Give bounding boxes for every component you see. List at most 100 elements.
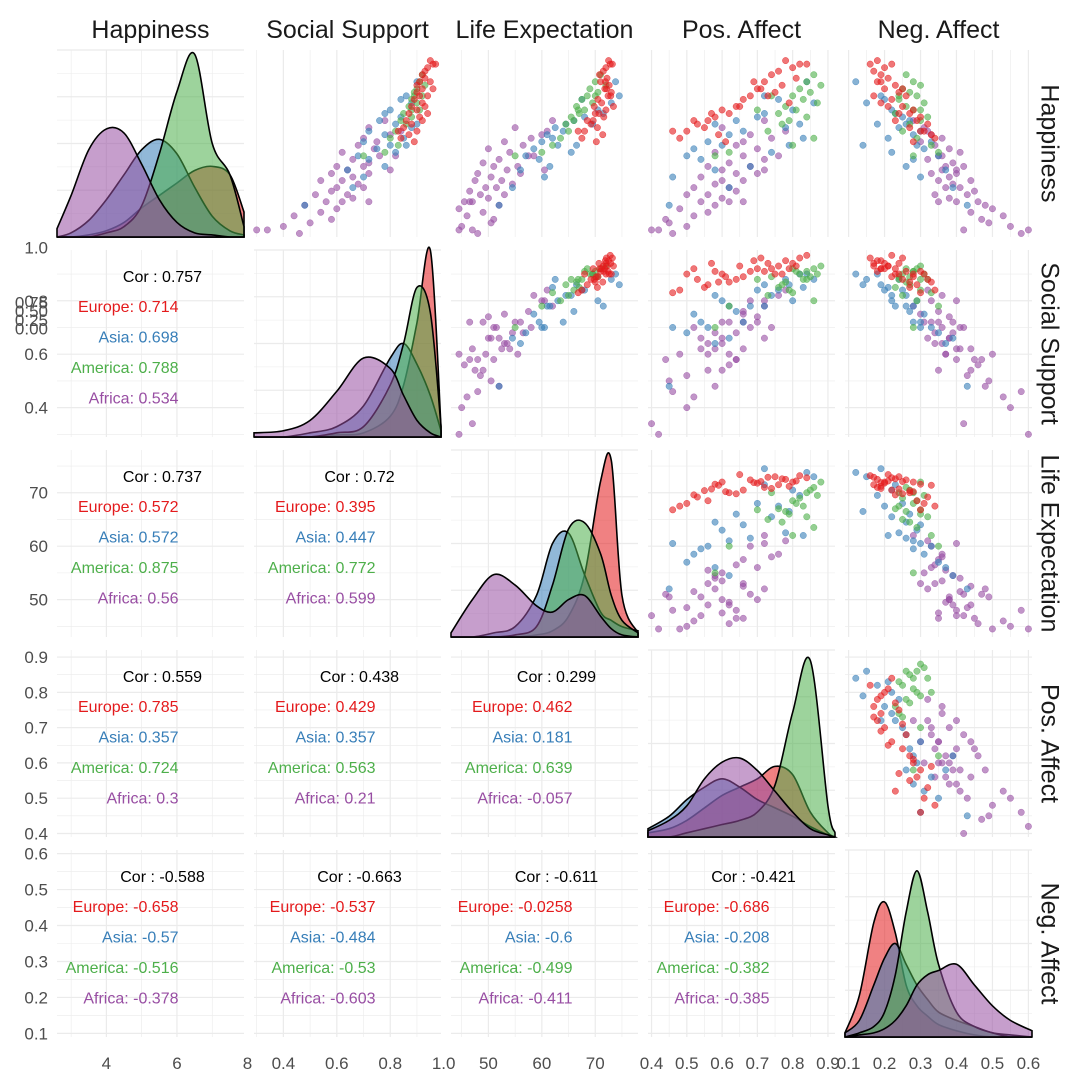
y-tick-label-pos-affect: 0.4 (24, 824, 48, 843)
scatter-point-america (778, 120, 786, 128)
scatter-point-africa (711, 382, 719, 390)
scatter-point-asia (508, 334, 516, 342)
scatter-point-america (810, 297, 818, 305)
scatter-point-europe (917, 766, 924, 774)
scatter-point-europe (891, 491, 899, 499)
scatter-point-asia (535, 155, 543, 163)
scatter-point-europe (609, 103, 617, 110)
scatter-point-africa (725, 159, 733, 167)
scatter-point-africa (938, 324, 946, 331)
scatter-point-europe (927, 762, 935, 770)
scatter-point-africa (927, 297, 935, 305)
y-tick-label-happiness: 0.00 (15, 320, 48, 339)
scatter-point-africa (956, 588, 964, 596)
scatter-point-asia (888, 291, 896, 299)
correlation-group-label-america: America: -0.499 (460, 960, 573, 977)
scatter-point-europe (607, 92, 615, 100)
scatter-point-asia (725, 131, 733, 139)
scatter-point-africa (718, 569, 726, 577)
scatter-point-europe (600, 113, 608, 121)
scatter-point-africa (498, 177, 506, 184)
grid-layer (57, 49, 1032, 1038)
scatter-point-america (902, 71, 910, 79)
scatter-point-africa (739, 307, 747, 315)
scatter-point-africa (487, 219, 495, 227)
correlation-group-label-asia: Asia: 0.572 (98, 530, 178, 547)
scatter-point-europe (408, 120, 416, 128)
scatter-point-europe (424, 92, 432, 100)
scatter-point-europe (870, 259, 878, 267)
scatter-point-america (909, 324, 917, 331)
scatter-point-europe (902, 267, 910, 275)
scatter-point-europe (792, 74, 800, 82)
scatter-point-america (810, 524, 818, 531)
scatter-point-asia (732, 117, 740, 125)
scatter-point-america (511, 152, 519, 160)
scatter-point-europe (927, 278, 935, 286)
row-label-pos-affect: Pos. Affect (1035, 684, 1063, 803)
scatter-point-africa (466, 356, 474, 363)
scatter-point-asia (963, 812, 971, 820)
scatter-point-europe (676, 502, 684, 510)
scatter-point-america (902, 507, 910, 515)
scatter-point-africa (938, 134, 946, 142)
scatter-point-africa (974, 620, 982, 628)
density-area-africa (647, 756, 836, 838)
scatter-point-africa (655, 226, 663, 234)
scatter-point-europe (683, 127, 691, 135)
scatter-point-africa (683, 622, 691, 630)
scatter-point-africa (753, 318, 761, 326)
y-tick-label-happiness: 0.25 (15, 311, 48, 330)
scatter-point-europe (931, 286, 939, 294)
scatter-point-europe (884, 471, 892, 479)
scatter-point-asia (888, 513, 896, 521)
scatter-point-europe (725, 278, 733, 286)
scatter-point-europe (599, 131, 607, 139)
scatter-point-asia (902, 162, 910, 170)
correlation-group-label-europe: Europe: -0.686 (664, 899, 770, 916)
scatter-point-africa (732, 170, 740, 177)
scatter-point-africa (490, 162, 498, 170)
y-tick-label-life-expectation: 50 (29, 591, 48, 610)
scatter-point-europe (757, 478, 765, 485)
correlation-overall-label: Cor : 0.737 (123, 469, 202, 486)
scatter-point-europe (778, 81, 786, 89)
scatter-point-asia (683, 558, 691, 566)
correlation-panel-4-1: Cor : -0.663 Europe: -0.537 Asia: -0.484 Am… (270, 869, 402, 1008)
scatter-point-africa (487, 377, 495, 385)
scatter-point-europe (866, 60, 874, 68)
correlation-group-label-europe: Europe: -0.0258 (458, 899, 573, 916)
scatter-point-asia (888, 148, 896, 156)
scatter-point-africa (967, 773, 975, 781)
scatter-point-america (381, 148, 389, 156)
scatter-point-europe (746, 267, 754, 275)
scatter-point-africa (956, 766, 964, 774)
scatter-point-asia (725, 184, 733, 192)
scatter-point-africa (988, 625, 996, 633)
scatter-point-africa (967, 601, 975, 609)
scatter-point-africa (704, 566, 712, 574)
scatter-point-asia (538, 138, 546, 146)
scatter-point-africa (945, 173, 953, 181)
scatter-point-europe (870, 92, 878, 100)
scatter-point-asia (810, 473, 818, 481)
scatter-point-europe (708, 485, 715, 493)
scatter-point-asia (884, 134, 892, 142)
scatter-point-europe (913, 773, 921, 781)
scatter-point-asia (775, 95, 782, 103)
scatter-point-europe (760, 267, 768, 275)
scatter-point-europe (405, 131, 413, 139)
scatter-point-asia (517, 340, 524, 347)
scatter-point-africa (725, 361, 733, 369)
scatter-point-europe (669, 127, 677, 135)
scatter-point-asia (935, 794, 942, 802)
scatter-point-europe (600, 267, 608, 275)
scatter-point-africa (935, 738, 942, 746)
scatter-point-asia (963, 585, 971, 593)
scatter-point-africa (953, 198, 960, 206)
scatter-point-europe (589, 117, 597, 125)
scatter-point-africa (669, 230, 677, 237)
scatter-point-africa (978, 815, 986, 823)
scatter-point-america (557, 297, 564, 305)
scatter-point-africa (768, 134, 775, 142)
